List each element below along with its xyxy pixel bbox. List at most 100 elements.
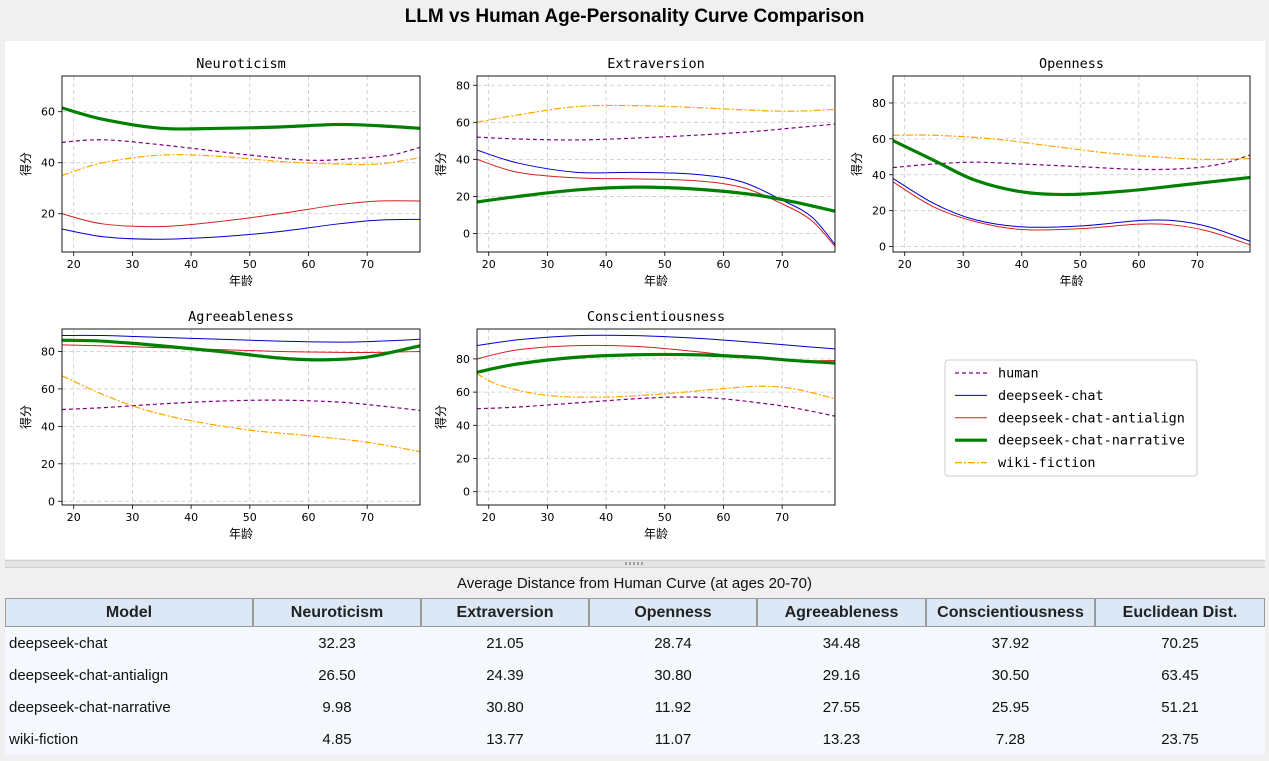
table-row[interactable]: deepseek-chat 32.23 21.05 28.74 34.48 37…	[5, 627, 1265, 659]
series-line-deepseek-chat	[62, 218, 420, 240]
x-tick-label: 30	[125, 511, 139, 524]
cell-conscientiousness: 37.92	[926, 627, 1095, 659]
x-axis-label: 年龄	[644, 274, 668, 288]
subplot-title-agreeableness: Agreeableness	[188, 309, 294, 325]
series-line-wiki-fiction	[62, 154, 420, 177]
subplot-title-openness: Openness	[1039, 56, 1104, 72]
legend-label: deepseek-chat-narrative	[998, 433, 1185, 449]
column-header-model[interactable]: Model	[5, 598, 253, 627]
x-tick-label: 60	[301, 511, 315, 524]
x-tick-label: 30	[956, 258, 970, 271]
cell-neuroticism: 32.23	[253, 627, 421, 659]
series-line-deepseek-chat-antialign	[893, 181, 1250, 246]
table-row[interactable]: deepseek-chat-antialign 26.50 24.39 30.8…	[5, 659, 1265, 691]
y-tick-label: 60	[41, 383, 55, 396]
x-tick-label: 60	[301, 258, 315, 271]
series-line-human	[477, 396, 835, 417]
x-tick-label: 40	[599, 258, 613, 271]
x-tick-label: 60	[716, 511, 730, 524]
x-tick-label: 60	[1132, 258, 1146, 271]
y-tick-label: 20	[41, 458, 55, 471]
cell-model: deepseek-chat-narrative	[5, 691, 253, 723]
y-tick-label: 20	[456, 190, 470, 203]
cell-conscientiousness: 7.28	[926, 723, 1095, 755]
x-tick-label: 40	[599, 511, 613, 524]
cell-conscientiousness: 30.50	[926, 659, 1095, 691]
subplot-title-conscientiousness: Conscientiousness	[587, 309, 725, 325]
series-line-wiki-fiction	[477, 373, 835, 400]
cell-openness: 11.07	[589, 723, 757, 755]
x-tick-label: 20	[898, 258, 912, 271]
table-row[interactable]: wiki-fiction 4.85 13.77 11.07 13.23 7.28…	[5, 723, 1265, 755]
panel-splitter[interactable]	[5, 560, 1265, 568]
x-tick-label: 50	[658, 258, 672, 271]
y-tick-label: 60	[456, 116, 470, 129]
y-axis-label: 得分	[433, 152, 448, 176]
x-axis-label: 年龄	[644, 527, 668, 541]
cell-openness: 11.92	[589, 691, 757, 723]
series-line-human	[62, 399, 420, 412]
legend-item-wiki-fiction: wiki-fiction	[955, 455, 1096, 471]
cell-extraversion: 13.77	[421, 723, 589, 755]
cell-agreeableness: 13.23	[757, 723, 926, 755]
x-tick-label: 40	[1015, 258, 1029, 271]
y-tick-label: 60	[41, 106, 55, 119]
cell-openness: 28.74	[589, 627, 757, 659]
cell-neuroticism: 9.98	[253, 691, 421, 723]
legend-item-human: human	[955, 366, 1039, 382]
series-line-deepseek-chat	[477, 334, 835, 350]
cell-neuroticism: 4.85	[253, 723, 421, 755]
x-tick-label: 70	[775, 511, 789, 524]
cell-conscientiousness: 25.95	[926, 691, 1095, 723]
column-header-conscientiousness[interactable]: Conscientiousness	[926, 598, 1095, 627]
x-tick-label: 70	[360, 258, 374, 271]
table-row[interactable]: deepseek-chat-narrative 9.98 30.80 11.92…	[5, 691, 1265, 723]
x-tick-label: 30	[125, 258, 139, 271]
column-header-openness[interactable]: Openness	[589, 598, 757, 627]
series-line-human	[62, 139, 420, 161]
x-tick-label: 50	[658, 511, 672, 524]
cell-euclidean: 63.45	[1095, 659, 1265, 691]
x-tick-label: 70	[360, 511, 374, 524]
legend-label: deepseek-chat-antialign	[998, 410, 1185, 426]
cell-agreeableness: 29.16	[757, 659, 926, 691]
subplot-extraversion: 20 30 40 50 60 70 0 20 40 60 80 Extraversion 年龄 得分	[433, 56, 836, 288]
series-line-deepseek-chat-antialign	[62, 200, 420, 228]
y-tick-label: 80	[456, 79, 470, 92]
chart-canvas: 20 30 40 50 60 70 20 40 60 Neuroticism 年龄 得分 20 30 40 5…	[5, 41, 1265, 559]
series-line-deepseek-chat	[893, 177, 1250, 242]
legend-item-deepseek-chat-narrative: deepseek-chat-narrative	[955, 433, 1185, 449]
column-header-extraversion[interactable]: Extraversion	[421, 598, 589, 627]
column-header-euclidean[interactable]: Euclidean Dist.	[1095, 598, 1265, 627]
x-tick-label: 20	[482, 511, 496, 524]
y-tick-label: 80	[41, 345, 55, 358]
x-tick-label: 30	[540, 258, 554, 271]
y-tick-label: 60	[872, 133, 886, 146]
y-axis-label: 得分	[849, 152, 864, 176]
y-tick-label: 80	[456, 353, 470, 366]
x-tick-label: 20	[67, 258, 81, 271]
subplot-title-neuroticism: Neuroticism	[196, 56, 285, 72]
column-header-agreeableness[interactable]: Agreeableness	[757, 598, 926, 627]
cell-agreeableness: 34.48	[757, 627, 926, 659]
y-axis-label: 得分	[433, 405, 448, 429]
cell-euclidean: 23.75	[1095, 723, 1265, 755]
x-tick-label: 40	[184, 258, 198, 271]
legend-label: wiki-fiction	[998, 455, 1096, 471]
splitter-grip-icon[interactable]	[625, 562, 645, 565]
subplot-neuroticism: 20 30 40 50 60 70 20 40 60 Neuroticism 年龄 得分	[18, 56, 421, 288]
series-group	[62, 106, 420, 240]
cell-model: deepseek-chat-antialign	[5, 659, 253, 691]
cell-extraversion: 30.80	[421, 691, 589, 723]
series-line-deepseek-chat-antialign	[62, 344, 420, 354]
x-axis-label: 年龄	[1059, 274, 1083, 288]
series-group	[62, 334, 420, 453]
series-line-human	[893, 154, 1250, 171]
column-header-neuroticism[interactable]: Neuroticism	[253, 598, 421, 627]
series-line-deepseek-chat-narrative	[477, 185, 835, 213]
x-tick-label: 40	[184, 511, 198, 524]
legend-frame	[944, 359, 1198, 477]
x-axis-label: 年龄	[229, 274, 253, 288]
legend-item-deepseek-chat-antialign: deepseek-chat-antialign	[955, 410, 1185, 426]
